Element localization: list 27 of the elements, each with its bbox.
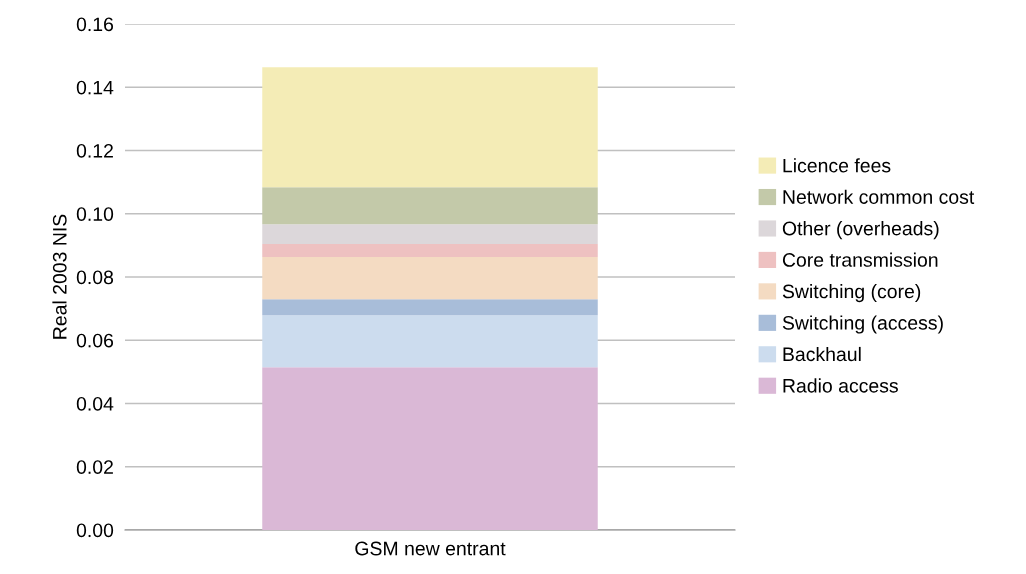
bar: [262, 367, 598, 530]
legend-label: Other (overheads): [782, 221, 939, 240]
y-tick-label: 0.10: [76, 207, 114, 221]
y-axis-title: Real 2003 NIS: [52, 214, 67, 339]
legend-label: Radio access: [783, 378, 898, 393]
legend-label: Licence fees: [783, 158, 891, 173]
legend-label: Core transmission: [782, 252, 938, 267]
legend-label: Backhaul: [783, 346, 861, 362]
bar: [262, 244, 598, 258]
legend-label: Switching (access): [782, 315, 943, 334]
y-tick-label: 0.12: [76, 143, 113, 158]
y-tick-label: 0.16: [76, 17, 114, 32]
bar: [262, 257, 598, 300]
legend-label: Switching (core): [782, 284, 921, 303]
y-tick-label: 0.00: [76, 523, 114, 538]
y-tick-label: 0.04: [76, 396, 114, 411]
x-tick-label: GSM new entrant: [355, 541, 506, 556]
bar: [262, 187, 598, 225]
bar: [262, 224, 598, 245]
y-tick-label: 0.02: [76, 460, 113, 474]
bar: [262, 67, 598, 188]
bar: [262, 299, 598, 316]
y-tick-label: 0.14: [76, 80, 114, 95]
y-tick-label: 0.08: [76, 270, 114, 285]
bar: [262, 315, 598, 368]
y-tick-label: 0.06: [76, 333, 114, 348]
legend-label: Network common cost: [783, 189, 975, 204]
